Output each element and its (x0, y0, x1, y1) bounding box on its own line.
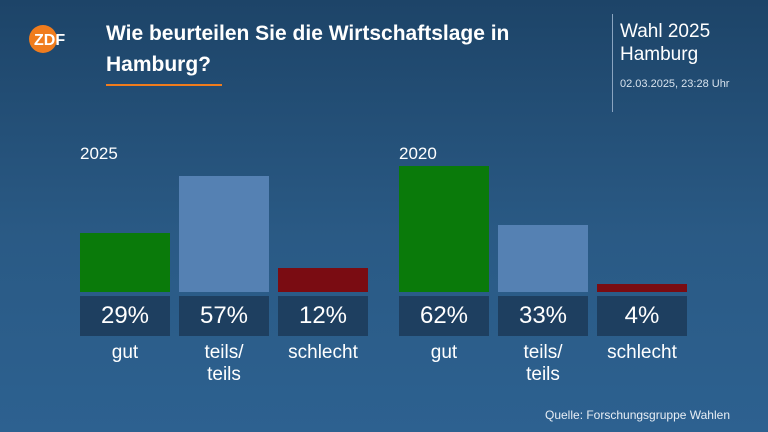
bar-2020-schlecht (597, 284, 687, 292)
category-label-2025-teils-teils: teils/teils (204, 342, 244, 385)
group-label-2025: 2025 (80, 144, 118, 163)
bar-2020-teils-teils (498, 225, 588, 292)
header-divider (612, 14, 613, 112)
timestamp: 02.03.2025, 23:28 Uhr (620, 78, 730, 90)
value-label-2025-schlecht: 12% (278, 296, 368, 336)
bar-2020-gut (399, 166, 489, 292)
source-note: Quelle: Forschungsgruppe Wahlen (545, 408, 730, 422)
category-label-2020-gut: gut (430, 342, 458, 363)
election-label: Wahl 2025 Hamburg (620, 21, 711, 65)
value-label-2020-teils-teils: 33% (498, 296, 588, 336)
bar-2025-teils-teils (179, 176, 269, 292)
category-label-2020-teils-teils: teils/teils (523, 342, 563, 385)
bar-2025-gut (80, 233, 170, 292)
bar-2025-schlecht (278, 268, 368, 292)
category-label-2020-schlecht: schlecht (607, 342, 677, 363)
value-label-2025-gut: 29% (80, 296, 170, 336)
value-label-2020-schlecht: 4% (597, 296, 687, 336)
category-label-2025-schlecht: schlecht (288, 342, 358, 363)
title-underline (106, 84, 222, 86)
value-label-2025-teils-teils: 57% (179, 296, 269, 336)
chart-title: Wie beurteilen Sie die Wirtschaftslage i… (106, 22, 510, 76)
category-label-2025-gut: gut (111, 342, 139, 363)
group-label-2020: 2020 (399, 144, 437, 163)
value-label-2020-gut: 62% (399, 296, 489, 336)
zdf-logo: ZDF (29, 25, 65, 53)
svg-text:ZDF: ZDF (34, 32, 65, 49)
